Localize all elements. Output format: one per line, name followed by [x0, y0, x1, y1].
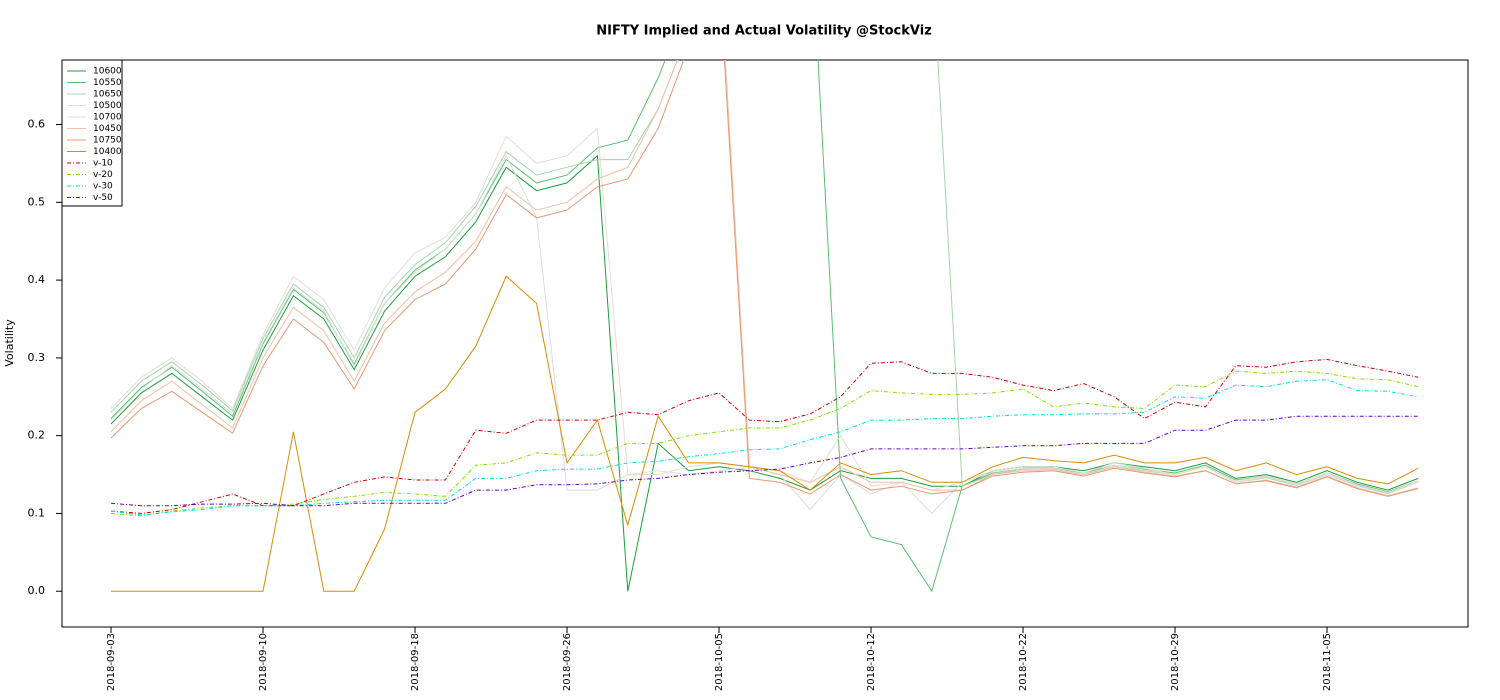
y-tick-label: 0.6 — [28, 118, 46, 131]
legend-label: 10650 — [93, 90, 122, 100]
legend-box — [61, 59, 123, 207]
legend-label: v-20 — [93, 170, 113, 180]
series-line — [110, 60, 1419, 494]
series-line — [110, 415, 1419, 507]
legend-label: v-30 — [93, 182, 113, 192]
chart-title: NIFTY Implied and Actual Volatility @Sto… — [596, 24, 932, 39]
series-line — [110, 358, 1419, 514]
plot-frame — [61, 59, 1469, 628]
y-tick-label: 0.0 — [28, 584, 46, 597]
y-tick-label: 0.1 — [28, 506, 46, 519]
series-line — [110, 379, 1419, 516]
legend-label: 10400 — [93, 147, 122, 157]
legend-label: 10550 — [93, 78, 122, 88]
y-axis-label: Volatility — [3, 319, 16, 367]
x-tick-label: 2018-09-10 — [258, 633, 269, 691]
y-tick-label: 0.2 — [28, 429, 46, 442]
x-tick-label: 2018-10-22 — [1018, 633, 1029, 691]
series-line — [110, 154, 1419, 515]
series-line — [110, 60, 1419, 497]
series-line — [110, 154, 1419, 592]
series-line — [110, 60, 1419, 497]
legend-label: 10450 — [93, 124, 122, 134]
x-tick-label: 2018-11-05 — [1322, 633, 1333, 691]
x-tick-label: 2018-10-05 — [714, 633, 725, 691]
y-tick-label: 0.3 — [28, 351, 46, 364]
legend-label: 10500 — [93, 101, 122, 111]
series-line — [110, 127, 1419, 493]
x-tick-label: 2018-09-18 — [410, 633, 421, 691]
x-tick-label: 2018-10-12 — [866, 633, 877, 691]
legend-label: 10700 — [93, 113, 122, 123]
series-line — [110, 60, 1419, 593]
x-tick-label: 2018-09-03 — [106, 633, 117, 691]
x-tick-label: 2018-10-29 — [1170, 633, 1181, 691]
lines — [110, 60, 1419, 593]
series-line — [111, 275, 1419, 592]
legend-label: 10750 — [93, 136, 122, 146]
legend-label: v-10 — [93, 159, 113, 169]
x-tick-label: 2018-09-26 — [562, 633, 573, 691]
y-tick-label: 0.5 — [28, 195, 46, 208]
series-line — [110, 370, 1419, 517]
legend-label: 10600 — [93, 67, 122, 77]
legend-label: v-50 — [93, 193, 113, 203]
y-tick-label: 0.4 — [28, 273, 46, 286]
